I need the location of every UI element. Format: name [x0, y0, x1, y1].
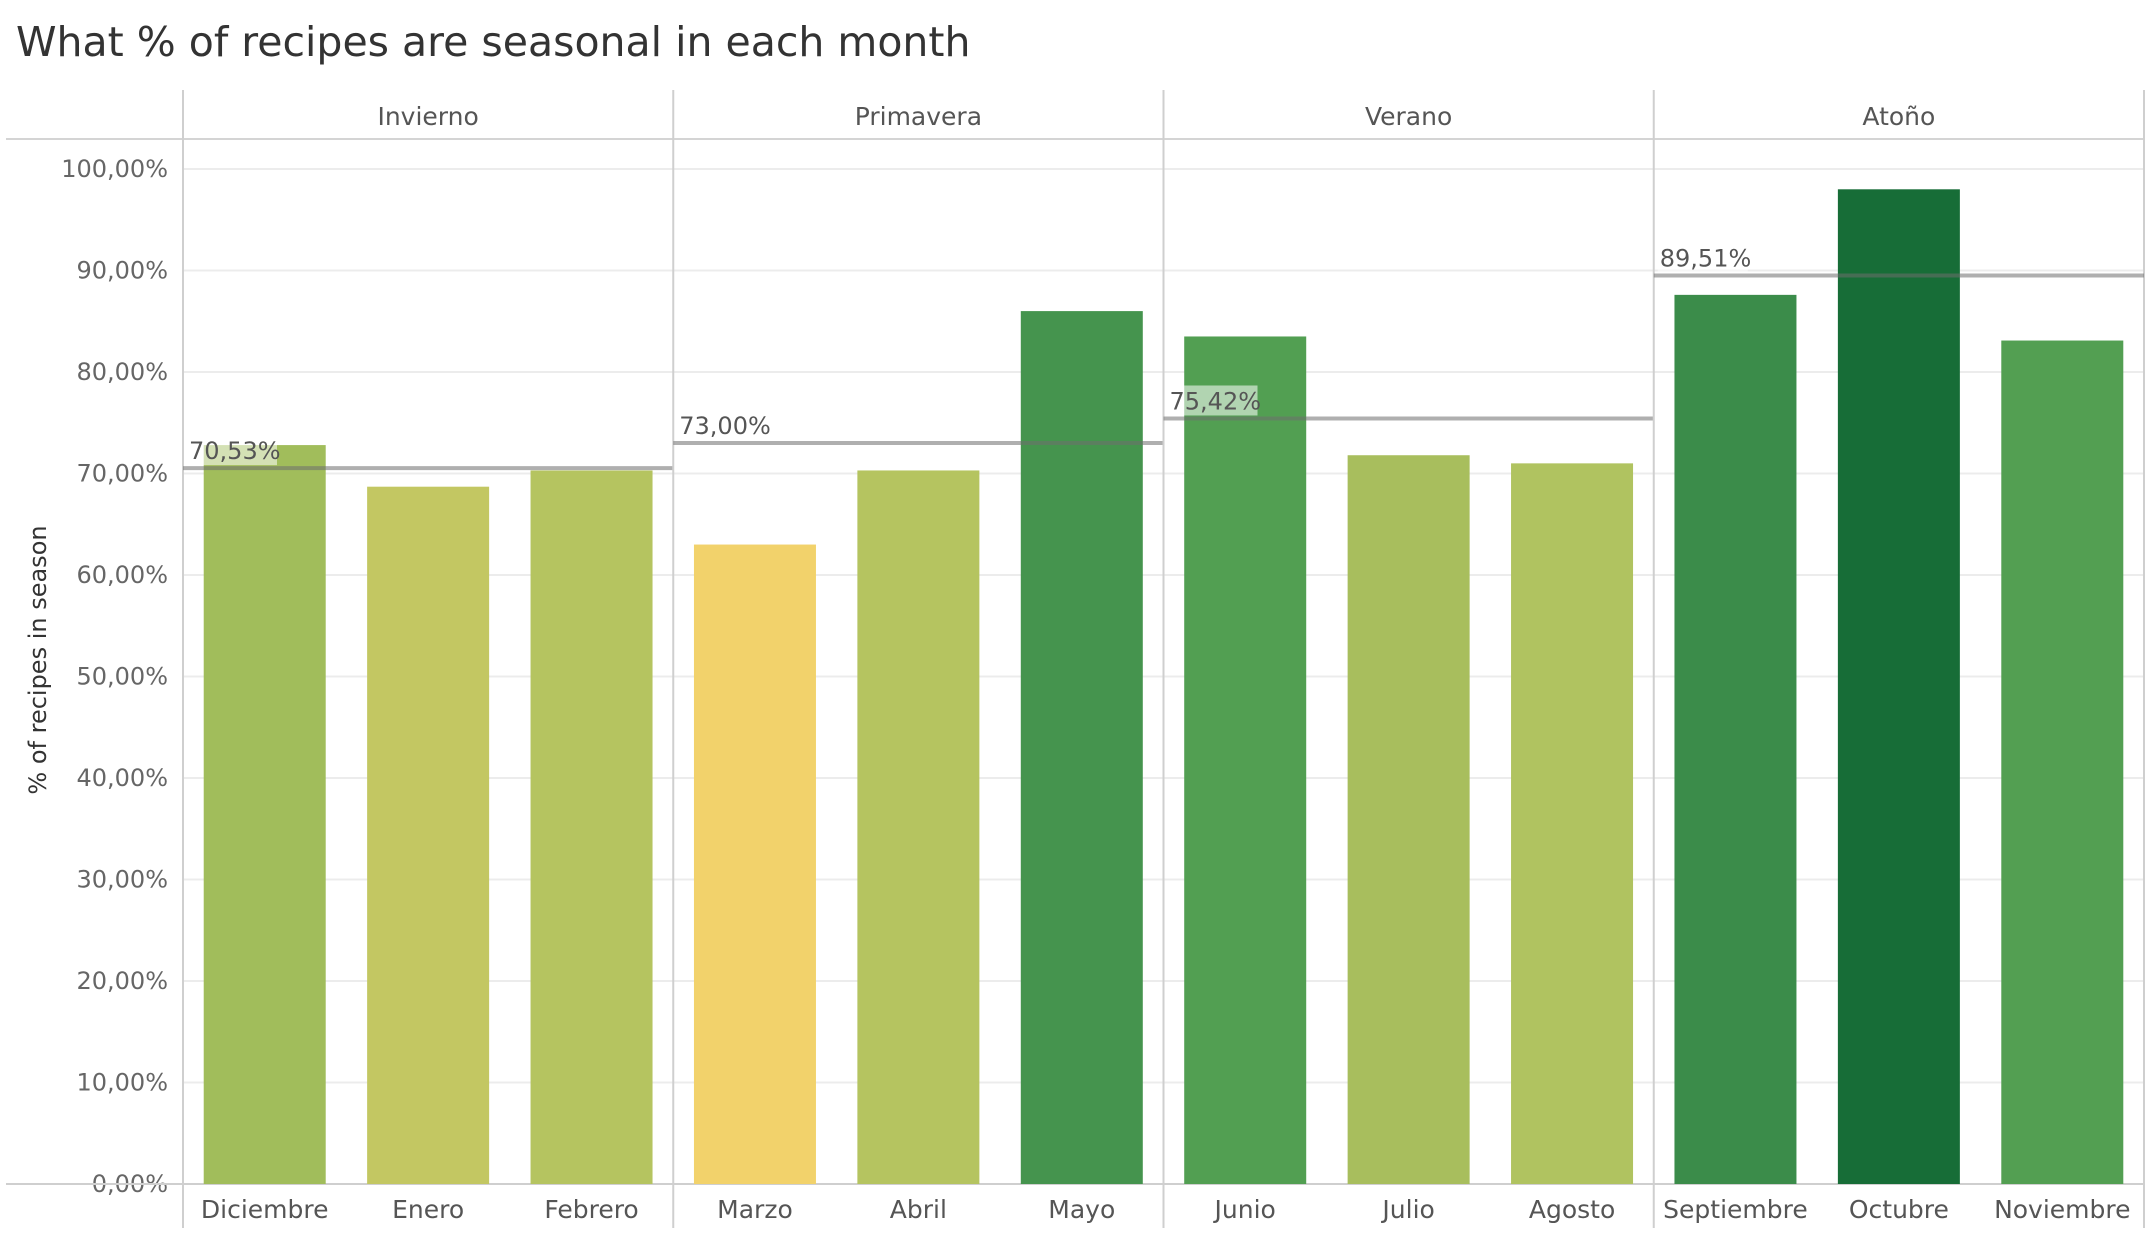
season-header: Verano	[1365, 102, 1452, 131]
x-tick-label: Marzo	[717, 1195, 793, 1224]
season-header: Primavera	[855, 102, 982, 131]
y-tick-label: 90,00%	[76, 257, 168, 285]
average-label-bg	[1167, 385, 1258, 416]
x-tick-label: Agosto	[1529, 1195, 1615, 1224]
y-tick-label: 80,00%	[76, 358, 168, 386]
chart-title: What % of recipes are seasonal in each m…	[16, 18, 971, 66]
average-label-bg	[187, 435, 277, 466]
x-tick-label: Enero	[392, 1195, 464, 1224]
x-tick-label: Junio	[1213, 1195, 1276, 1224]
bar	[1511, 463, 1634, 1185]
x-tick-label: Febrero	[544, 1195, 638, 1224]
average-label: 70,53%	[189, 437, 281, 465]
y-tick-label: 10,00%	[76, 1069, 168, 1097]
y-tick-label: 50,00%	[76, 663, 168, 691]
bar	[1020, 311, 1143, 1185]
x-tick-label: Mayo	[1048, 1195, 1115, 1224]
bar	[857, 470, 980, 1185]
bar	[1837, 189, 1960, 1185]
average-label: 75,42%	[1170, 387, 1262, 415]
y-tick-label: 60,00%	[76, 561, 168, 589]
bar	[2001, 340, 2124, 1184]
bar	[1674, 294, 1797, 1184]
average-label: 73,00%	[679, 412, 771, 440]
average-label-bg	[1657, 242, 1748, 273]
y-tick-label: 20,00%	[76, 967, 168, 995]
y-tick-label: 30,00%	[76, 866, 168, 894]
bar	[1347, 455, 1470, 1185]
x-tick-label: Octubre	[1849, 1195, 1949, 1224]
y-tick-label: 40,00%	[76, 764, 168, 792]
x-tick-label: Noviembre	[1994, 1195, 2130, 1224]
bar	[693, 544, 816, 1184]
y-tick-label: 100,00%	[61, 155, 168, 183]
average-label-bg	[677, 410, 768, 441]
average-label: 89,51%	[1660, 244, 1752, 272]
season-header: Atoño	[1862, 102, 1935, 131]
y-axis-label: % of recipes in season	[24, 525, 52, 794]
y-tick-label: 70,00%	[76, 460, 168, 488]
x-tick-label: Diciembre	[201, 1195, 329, 1224]
bar	[530, 470, 653, 1185]
bar	[1184, 336, 1307, 1185]
x-tick-label: Septiembre	[1663, 1195, 1808, 1224]
x-tick-label: Julio	[1380, 1195, 1434, 1224]
season-header: Invierno	[377, 102, 478, 131]
bar	[203, 445, 326, 1185]
x-tick-label: Abril	[890, 1195, 947, 1224]
bar	[367, 486, 490, 1184]
